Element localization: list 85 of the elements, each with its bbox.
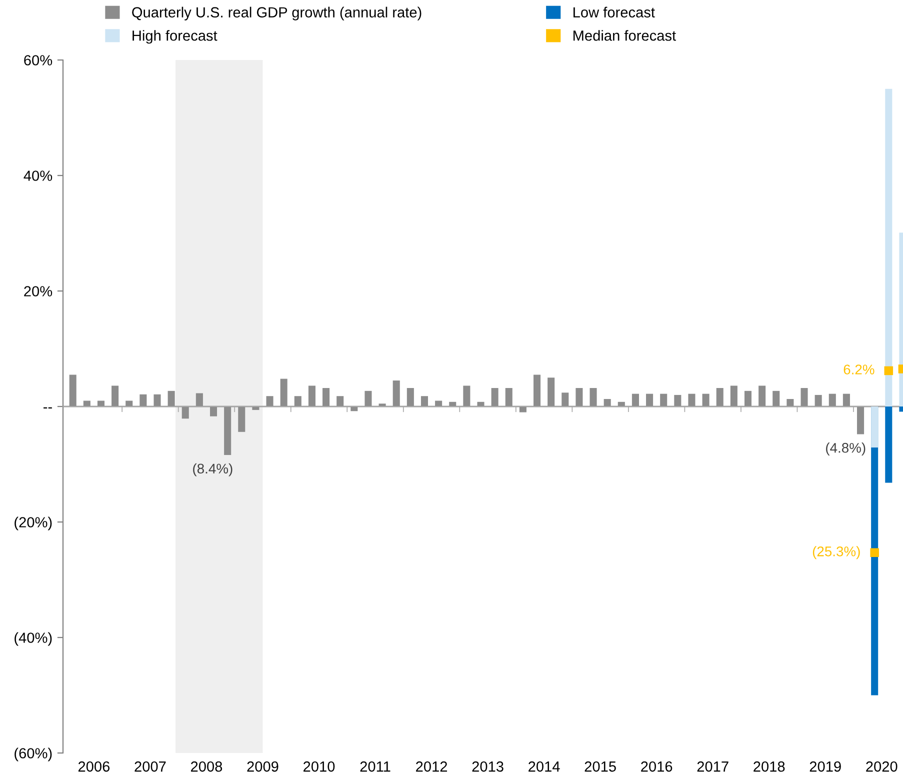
x-tick-label: 2015 [584, 761, 616, 772]
bar [632, 394, 639, 406]
bar [406, 388, 414, 406]
bar [308, 386, 316, 406]
y-tick-label: 40% [24, 170, 52, 181]
legend-label: Low forecast [574, 6, 655, 18]
bar [814, 394, 822, 406]
bar [126, 400, 133, 406]
bar [491, 388, 498, 406]
bar [210, 406, 218, 416]
bar [590, 388, 597, 406]
x-tick-label: 2009 [247, 761, 278, 772]
bar [196, 393, 203, 406]
bar [224, 406, 232, 456]
bar [576, 388, 583, 406]
bar [646, 394, 654, 406]
bar [168, 390, 175, 406]
bar [519, 406, 526, 412]
y-tick-label: (40%) [14, 632, 52, 646]
bar [744, 390, 752, 406]
bar [112, 386, 119, 406]
data-label: (8.4%) [193, 463, 232, 476]
x-tick-label: 2019 [810, 761, 841, 772]
legend-label: High forecast [132, 30, 218, 44]
bar [140, 394, 147, 406]
bar [730, 386, 738, 406]
bar [294, 396, 302, 406]
x-tick-label: 2008 [190, 761, 222, 772]
bar [786, 398, 794, 406]
bar [702, 394, 710, 406]
bar [548, 378, 555, 406]
legend-label: Median forecast [574, 30, 676, 41]
bar [674, 394, 682, 406]
bar [83, 400, 90, 406]
bar [420, 396, 428, 406]
bar [716, 388, 724, 406]
bar [280, 378, 288, 406]
bar [828, 394, 836, 406]
bar [392, 380, 400, 406]
bar [758, 386, 766, 406]
data-label: 6.2% [844, 364, 874, 374]
bar [842, 394, 850, 406]
x-tick-label: 2018 [754, 761, 785, 772]
bar [97, 400, 104, 406]
x-tick-label: 2012 [416, 761, 448, 772]
bar [435, 400, 442, 406]
x-tick-label: 2016 [641, 761, 672, 772]
bar [885, 406, 892, 483]
bar [688, 394, 696, 406]
x-tick-label: 2020 [866, 761, 898, 772]
data-label: (4.8%) [826, 442, 866, 456]
x-tick-label: 2011 [360, 761, 390, 772]
legend-label: Quarterly U.S. real GDP growth (annual rate) [132, 6, 422, 20]
bar [772, 390, 780, 406]
bar [800, 388, 808, 406]
bar [562, 392, 569, 406]
bar [604, 398, 611, 406]
y-tick-label: (20%) [14, 516, 52, 530]
x-tick-label: 2006 [78, 761, 110, 772]
bar [238, 406, 246, 432]
x-tick-label: 2007 [134, 761, 166, 772]
bar [364, 390, 372, 406]
bar [885, 88, 892, 406]
x-tick-label: 2010 [304, 761, 335, 772]
bar [505, 388, 512, 406]
x-tick-label: 2014 [528, 761, 560, 772]
bar [871, 406, 878, 448]
bar [266, 396, 274, 406]
bar [857, 406, 864, 434]
x-tick-label: 2013 [472, 761, 504, 772]
bar [69, 374, 76, 406]
y-tick-label: -- [44, 407, 52, 408]
bar [463, 386, 470, 406]
bar [182, 406, 189, 419]
bar [660, 394, 668, 406]
y-tick-label: (60%) [14, 748, 52, 762]
data-label: (25.3%) [812, 546, 860, 560]
bar [533, 374, 541, 406]
bar [322, 388, 330, 406]
bar [154, 394, 161, 406]
y-tick-label: 20% [24, 286, 52, 296]
y-tick-label: 60% [24, 55, 52, 66]
x-tick-label: 2017 [697, 761, 728, 772]
bar [336, 396, 344, 406]
bar [477, 402, 484, 406]
